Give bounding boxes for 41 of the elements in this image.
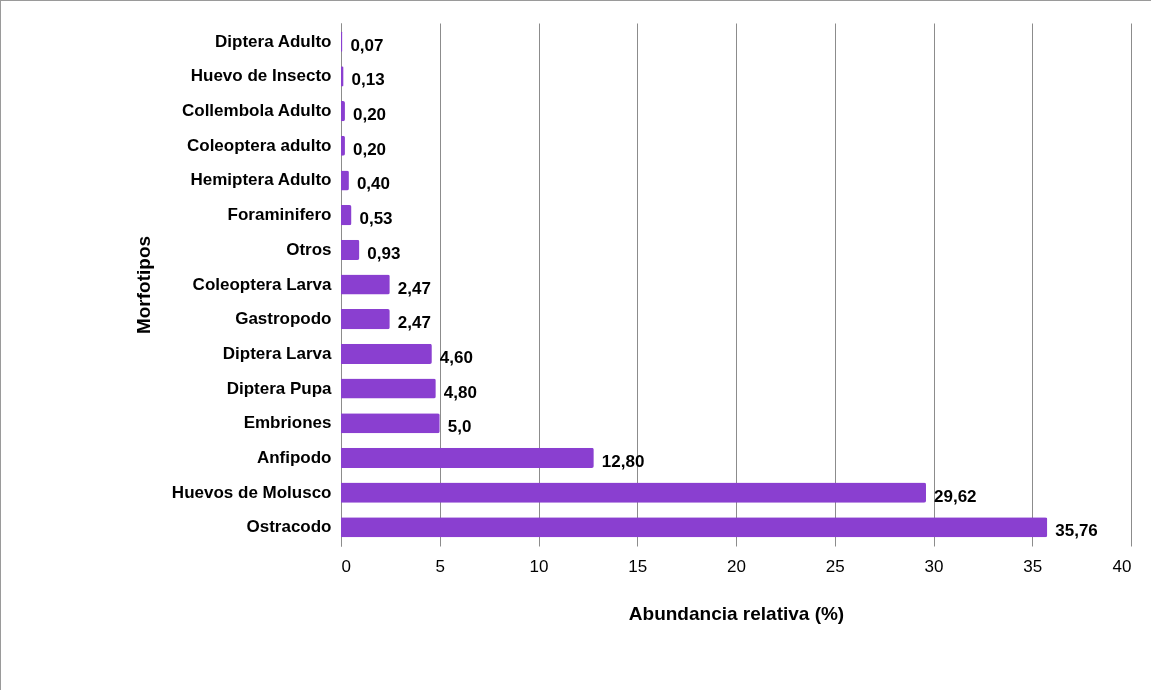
x-tick-label: 35 — [1023, 556, 1043, 576]
y-tick-label: Coleoptera Larva — [192, 274, 333, 294]
x-tick-label: 40 — [1112, 556, 1132, 576]
x-tick-label: 10 — [529, 556, 549, 576]
data-label: 35,76 — [1055, 521, 1098, 541]
y-tick-label: Huevo de Insecto — [190, 66, 332, 86]
y-tick-label: Foraminifero — [227, 205, 332, 225]
y-axis-title: Morfotipos — [132, 235, 154, 335]
y-tick-label: Diptera Larva — [222, 343, 333, 363]
data-label: 2,47 — [397, 278, 431, 298]
y-tick-label: Hemiptera Adulto — [190, 170, 332, 190]
data-label: 4,60 — [439, 347, 473, 367]
y-tick-label: Anfipodo — [256, 447, 332, 467]
data-label: 0,07 — [350, 35, 384, 55]
data-label: 0,40 — [356, 174, 390, 194]
x-tick-label: 5 — [435, 556, 445, 576]
y-tick-label: Collembola Adulto — [181, 101, 332, 121]
data-label: 2,47 — [397, 313, 431, 333]
data-label: 29,62 — [933, 486, 977, 506]
x-tick-label: 20 — [727, 556, 746, 576]
data-label: 4,80 — [443, 382, 477, 402]
y-tick-label: Gastropodo — [235, 309, 332, 329]
x-tick-label: 30 — [924, 556, 944, 576]
y-tick-label: Coleoptera adulto — [186, 135, 332, 155]
x-tick-label: 15 — [628, 556, 648, 576]
data-label: 5,0 — [447, 417, 472, 437]
data-label: 12,80 — [601, 451, 645, 471]
y-tick-label: Diptera Adulto — [215, 31, 332, 51]
x-axis-title: Abundancia relativa (%) — [628, 602, 845, 624]
data-label: 0,20 — [352, 105, 387, 125]
data-label: 0,20 — [352, 139, 387, 159]
data-label: 0,53 — [359, 209, 393, 229]
y-tick-label: Embriones — [243, 413, 332, 433]
data-label: 0,13 — [351, 70, 385, 90]
y-tick-label: Otros — [286, 239, 332, 259]
data-label: 0,93 — [367, 243, 401, 263]
y-tick-label: Ostracodo — [246, 517, 332, 537]
y-tick-label: Diptera Pupa — [226, 378, 333, 398]
x-tick-label: 25 — [825, 556, 845, 576]
x-tick-label: 0 — [341, 556, 351, 576]
y-tick-label: Huevos de Molusco — [171, 482, 332, 502]
